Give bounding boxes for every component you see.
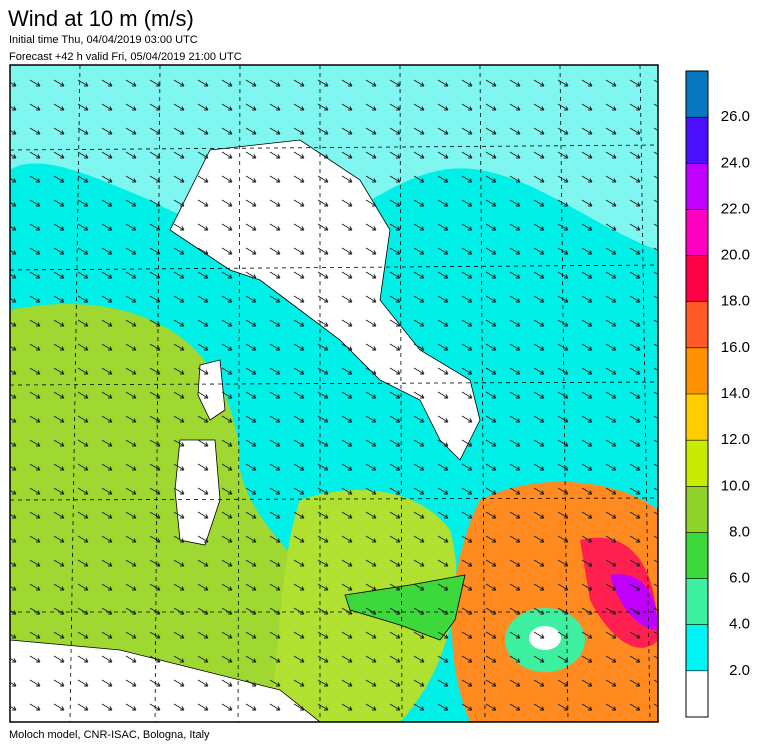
colorbar: 2.0 4.0 6.0 8.0 10.0 12.0 14.0 16.0 18.0 20.0 22.0…	[686, 71, 750, 717]
footer: Moloch model, CNR-ISAC, Bologna, Italy	[9, 729, 210, 741]
colorbar-label: 18.0	[721, 293, 750, 310]
colorbar-label: 24.0	[721, 154, 750, 171]
colorbar-frame	[685, 70, 709, 718]
map	[10, 65, 658, 722]
colorbar-swatch	[686, 670, 708, 717]
colorbar-swatch	[686, 255, 708, 302]
colorbar-label: 20.0	[721, 247, 750, 264]
title: Wind at 10 m (m/s)	[8, 6, 194, 31]
colorbar-label: 14.0	[721, 385, 750, 402]
colorbar-swatch	[686, 578, 708, 625]
colorbar-swatch	[686, 440, 708, 487]
colorbar-swatch	[686, 71, 708, 118]
colorbar-label: 22.0	[721, 200, 750, 217]
colorbar-swatch	[686, 486, 708, 533]
colorbar-label: 26.0	[721, 108, 750, 125]
colorbar-swatch	[686, 624, 708, 671]
forecast-time: Forecast +42 h valid Fri, 05/04/2019 21:…	[9, 51, 242, 63]
colorbar-label: 16.0	[721, 339, 750, 356]
colorbar-swatch	[686, 532, 708, 579]
colorbar-swatch	[686, 209, 708, 256]
colorbar-label: 12.0	[721, 431, 750, 448]
initial-time: Initial time Thu, 04/04/2019 03:00 UTC	[9, 34, 198, 46]
colorbar-swatch	[686, 301, 708, 348]
colorbar-swatch	[686, 394, 708, 441]
graticule	[10, 65, 658, 722]
colorbar-label: 4.0	[729, 616, 750, 633]
colorbar-swatch	[686, 117, 708, 164]
map-frame	[9, 64, 659, 723]
wind-arrows	[10, 65, 658, 722]
colorbar-label: 10.0	[721, 477, 750, 494]
colorbar-label: 6.0	[729, 570, 750, 587]
colorbar-swatch	[686, 163, 708, 210]
colorbar-label: 2.0	[729, 662, 750, 679]
colorbar-swatch	[686, 347, 708, 394]
colorbar-label: 8.0	[729, 523, 750, 540]
